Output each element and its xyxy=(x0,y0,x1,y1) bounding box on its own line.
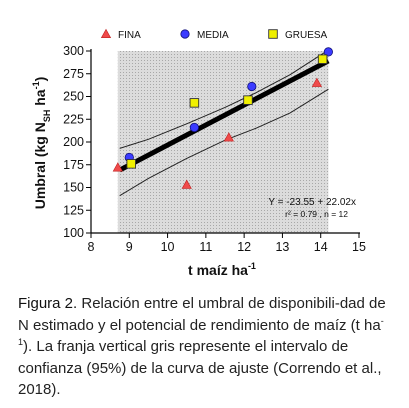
y-tick-label: 100 xyxy=(63,226,84,240)
x-tick-label: 11 xyxy=(199,240,212,254)
stats-annotation: r² = 0.79 , n = 12 xyxy=(285,209,348,219)
x-tick-label: 13 xyxy=(275,240,289,254)
data-point-fina xyxy=(112,162,123,172)
x-axis-label: t maíz ha-1 xyxy=(188,261,256,278)
fit-line xyxy=(118,58,330,173)
x-tick-label: 14 xyxy=(314,240,328,254)
caption-text-end: ). La franja vertical gris represente el… xyxy=(18,338,382,398)
caption-text: Relación entre el umbral de disponibili-… xyxy=(18,295,386,334)
y-tick-label: 200 xyxy=(63,135,84,149)
data-point-media xyxy=(247,81,257,92)
legend-label-fina: FINA xyxy=(118,30,141,41)
x-tick-label: 15 xyxy=(352,240,366,254)
legend-marker-gruesa xyxy=(268,29,278,39)
data-point-gruesa xyxy=(189,98,200,108)
data-point-gruesa xyxy=(243,95,253,105)
legend-marker-fina xyxy=(100,28,112,38)
data-point-gruesa xyxy=(126,159,136,169)
x-tick-label: 8 xyxy=(88,240,95,254)
data-point-media xyxy=(189,122,199,133)
y-tick-label: 125 xyxy=(63,203,84,217)
data-point-fina xyxy=(311,77,322,87)
equation-annotation: Y = -23.55 + 22.02x xyxy=(268,197,356,208)
y-axis-label: Umbral (kg NSH ha-1) xyxy=(31,77,52,210)
legend-label-gruesa: GRUESA xyxy=(285,30,328,41)
x-tick-label: 9 xyxy=(126,240,133,254)
data-point-gruesa xyxy=(317,54,328,64)
y-tick-label: 150 xyxy=(63,181,84,195)
y-tick-label: 300 xyxy=(63,44,84,58)
data-point-fina xyxy=(181,179,192,189)
legend-marker-media xyxy=(180,29,190,39)
caption-unit-exponent: -1 xyxy=(18,315,384,347)
chart: 100 125 150 175 200 225 250 275 300 8 9 10 11 12 13 14 1… xyxy=(31,28,366,278)
x-tick-label: 10 xyxy=(161,240,175,254)
confidence-upper-curve xyxy=(119,49,329,149)
x-tick-label: 12 xyxy=(237,240,251,254)
legend-label-media: MEDIA xyxy=(197,30,229,41)
data-point-media xyxy=(323,47,333,57)
y-tick-label: 175 xyxy=(63,158,84,172)
y-tick-label: 250 xyxy=(63,90,84,104)
data-point-fina xyxy=(223,132,234,142)
figure-caption: Figura 2. Relación entre el umbral de di… xyxy=(18,293,396,401)
y-tick-label: 225 xyxy=(63,112,84,126)
caption-label: Figura 2. xyxy=(18,295,78,312)
y-tick-label: 275 xyxy=(63,67,84,81)
